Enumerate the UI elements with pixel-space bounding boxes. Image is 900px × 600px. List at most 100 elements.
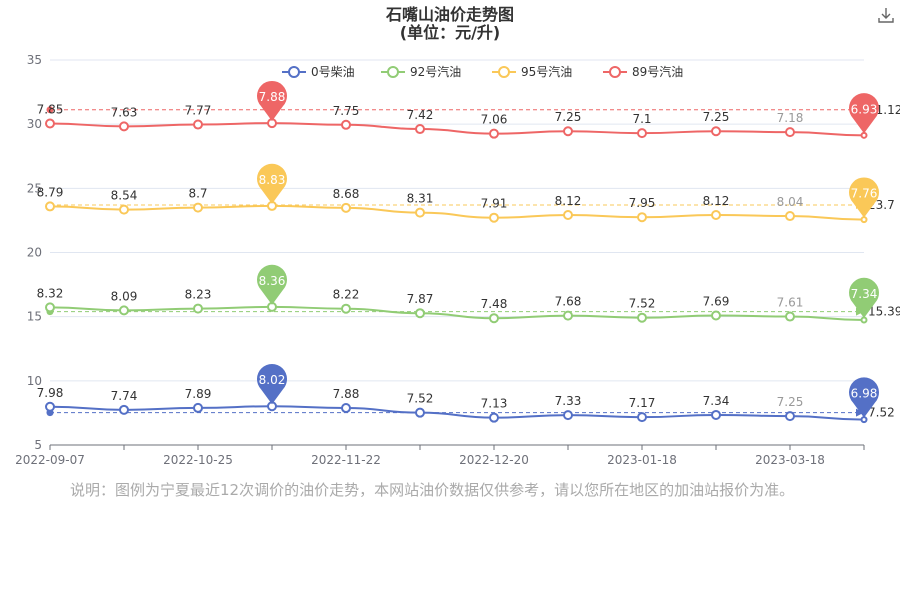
legend-label: 92号汽油 [410, 64, 461, 79]
data-point[interactable] [860, 216, 868, 224]
data-label: 8.09 [111, 289, 138, 303]
data-label: 7.88 [333, 387, 360, 401]
data-label: 7.61 [777, 296, 804, 310]
data-point[interactable] [563, 126, 573, 137]
data-label: 7.74 [111, 389, 138, 403]
data-point[interactable] [711, 310, 721, 321]
data-point[interactable] [711, 210, 721, 221]
data-point[interactable] [415, 308, 425, 319]
pin-label: 7.76 [851, 187, 878, 201]
data-point[interactable] [711, 409, 721, 420]
series-0 [45, 401, 868, 424]
data-label: 7.85 [37, 103, 64, 117]
data-point[interactable] [860, 131, 868, 139]
pin-shape [849, 277, 880, 319]
data-label: 7.52 [407, 392, 434, 406]
data-point[interactable] [119, 204, 129, 215]
data-point[interactable] [637, 128, 647, 139]
x-tick-label: 2022-09-07 [15, 453, 85, 467]
data-point[interactable] [711, 126, 721, 137]
data-point[interactable] [119, 404, 129, 415]
data-point[interactable] [341, 119, 351, 130]
data-label: 7.42 [407, 108, 434, 122]
data-label: 7.98 [37, 386, 64, 400]
data-point[interactable] [637, 212, 647, 223]
pin-label: 7.88 [259, 90, 286, 104]
data-point[interactable] [563, 210, 573, 221]
data-point[interactable] [785, 411, 795, 422]
data-point[interactable] [563, 310, 573, 321]
data-point[interactable] [341, 303, 351, 314]
data-label: 7.33 [555, 394, 582, 408]
data-point[interactable] [785, 311, 795, 322]
data-point[interactable] [415, 124, 425, 135]
legend[interactable]: 0号柴油 92号汽油 95号汽油 89号汽油 [282, 64, 683, 79]
data-label: 8.79 [37, 185, 64, 199]
y-tick-label: 10 [27, 374, 42, 388]
series-layer [45, 118, 868, 424]
legend-swatch-dot [387, 66, 399, 78]
data-label: 7.52 [629, 297, 656, 311]
data-point[interactable] [45, 302, 55, 313]
data-point[interactable] [415, 407, 425, 418]
data-point[interactable] [637, 412, 647, 423]
data-point[interactable] [193, 303, 203, 314]
data-point[interactable] [193, 402, 203, 413]
y-tick-label: 30 [27, 117, 42, 131]
data-label: 7.69 [703, 295, 730, 309]
pin-shape [257, 364, 288, 405]
data-point[interactable] [119, 305, 129, 316]
pin-shape [257, 163, 288, 204]
data-label: 7.77 [185, 104, 212, 118]
legend-item[interactable]: 89号汽油 [603, 64, 683, 79]
x-tick-label: 2023-03-18 [755, 453, 825, 467]
x-tick-label: 2023-01-18 [607, 453, 677, 467]
data-point[interactable] [193, 202, 203, 213]
data-point[interactable] [341, 202, 351, 213]
pin-label: 8.02 [259, 373, 286, 387]
legend-label: 89号汽油 [632, 64, 683, 79]
legend-item[interactable]: 92号汽油 [381, 64, 461, 79]
data-point[interactable] [45, 118, 55, 129]
data-label: 8.31 [407, 192, 434, 206]
data-point[interactable] [415, 207, 425, 218]
data-point[interactable] [860, 316, 868, 324]
data-label: 8.68 [333, 187, 360, 201]
grid-layer: 5 10 15 20 25 30 35 2022-09-07 2022-10-25 2022-11… [15, 53, 865, 467]
pin-label: 6.98 [851, 387, 878, 401]
data-point[interactable] [489, 313, 499, 324]
data-point[interactable] [45, 201, 55, 212]
data-point[interactable] [489, 212, 499, 223]
data-label: 7.68 [555, 295, 582, 309]
data-label: 7.63 [111, 105, 138, 119]
data-point[interactable] [563, 410, 573, 421]
average-line-label: 15.39 [868, 305, 900, 319]
x-tick-label: 2022-11-22 [311, 453, 381, 467]
y-tick-label: 20 [27, 246, 42, 260]
data-point[interactable] [860, 416, 868, 424]
pin-shape [849, 177, 880, 218]
data-point[interactable] [785, 211, 795, 222]
data-point[interactable] [193, 119, 203, 130]
extreme-pin-marker: 8.36 [257, 264, 288, 305]
data-label: 7.06 [481, 113, 508, 127]
data-point[interactable] [119, 121, 129, 132]
extreme-pin-marker: 6.93 [849, 93, 879, 134]
pin-label: 6.93 [851, 102, 878, 116]
pin-shape [257, 80, 288, 122]
data-point[interactable] [341, 403, 351, 414]
data-point[interactable] [489, 128, 499, 139]
extreme-pin-marker: 8.83 [257, 163, 288, 204]
data-point[interactable] [45, 401, 55, 412]
data-point[interactable] [785, 127, 795, 138]
data-point[interactable] [637, 312, 647, 323]
data-label: 8.54 [111, 189, 138, 203]
pin-shape [849, 93, 879, 134]
legend-item[interactable]: 0号柴油 [282, 65, 355, 79]
legend-item[interactable]: 95号汽油 [492, 64, 572, 79]
download-icon[interactable] [877, 6, 895, 24]
data-label: 7.87 [407, 292, 434, 306]
data-point[interactable] [489, 412, 499, 423]
series-line [49, 405, 865, 421]
